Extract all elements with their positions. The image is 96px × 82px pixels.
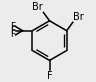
Text: Br: Br (32, 2, 43, 12)
Text: Br: Br (73, 12, 84, 22)
Text: F: F (10, 22, 15, 31)
Text: F: F (47, 71, 52, 81)
Text: F: F (10, 30, 15, 39)
Text: F: F (10, 26, 15, 35)
